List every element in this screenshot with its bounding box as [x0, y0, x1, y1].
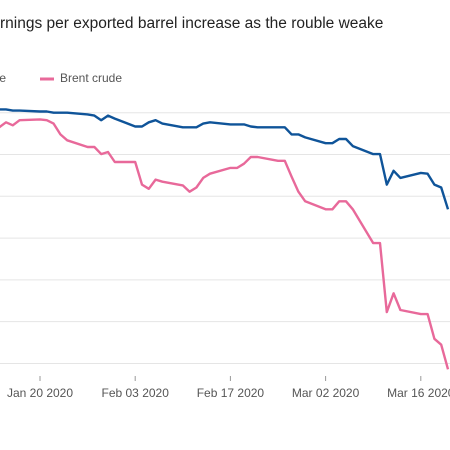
- x-tick-label: Mar 16 2020: [387, 386, 450, 400]
- x-tick-label: Feb 03 2020: [102, 386, 170, 400]
- series-line: [0, 108, 450, 210]
- legend-label: ble: [0, 71, 6, 85]
- series-line: [0, 118, 450, 370]
- x-tick-label: Mar 02 2020: [292, 386, 360, 400]
- x-tick-label: Jan 20 2020: [7, 386, 73, 400]
- chart-title: rnings per exported barrel increase as t…: [0, 15, 383, 32]
- legend-label: Brent crude: [60, 71, 122, 85]
- x-tick-label: Feb 17 2020: [197, 386, 265, 400]
